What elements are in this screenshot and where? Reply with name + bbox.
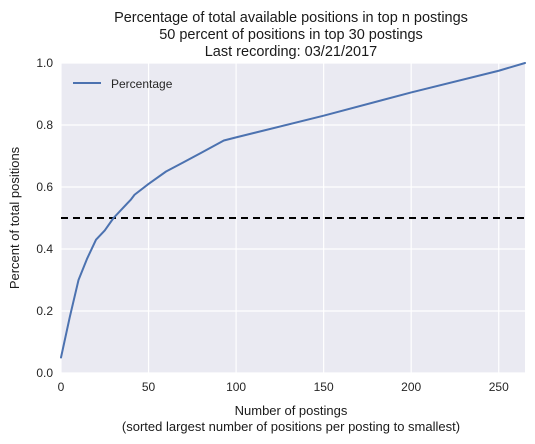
chart-title: Percentage of total available positions … <box>114 10 468 60</box>
y-axis-label: Percent of total positions <box>7 146 22 289</box>
chart-title-line-3: Last recording: 03/21/2017 <box>205 44 378 60</box>
y-tick-label: 0.0 <box>36 366 53 380</box>
legend-label-percentage: Percentage <box>111 77 173 91</box>
y-tick-label: 0.2 <box>36 304 53 318</box>
legend: Percentage <box>73 77 173 91</box>
series-line-0 <box>60 62 526 359</box>
x-axis-label-line-1: Number of postings <box>235 403 348 418</box>
x-axis-label-line-2: (sorted largest number of positions per … <box>122 419 460 434</box>
y-tick-label: 0.8 <box>36 118 53 132</box>
y-tick-label: 0.6 <box>36 180 53 194</box>
chart-title-line-2: 50 percent of positions in top 30 postin… <box>159 27 423 43</box>
x-tick-label: 150 <box>314 380 334 394</box>
x-tick-label: 0 <box>58 380 65 394</box>
x-axis-ticks: 0 50 100 150 200 250 <box>58 380 509 394</box>
x-tick-label: 50 <box>142 380 156 394</box>
y-axis-ticks: 0.0 0.2 0.4 0.6 0.8 1.0 <box>36 56 53 380</box>
y-tick-label: 1.0 <box>36 56 53 70</box>
y-tick-label: 0.4 <box>36 242 53 256</box>
x-tick-label: 200 <box>401 380 421 394</box>
x-tick-label: 100 <box>226 380 246 394</box>
chart-title-line-1: Percentage of total available positions … <box>114 10 468 26</box>
series-layer <box>60 62 526 359</box>
x-tick-label: 250 <box>489 380 509 394</box>
